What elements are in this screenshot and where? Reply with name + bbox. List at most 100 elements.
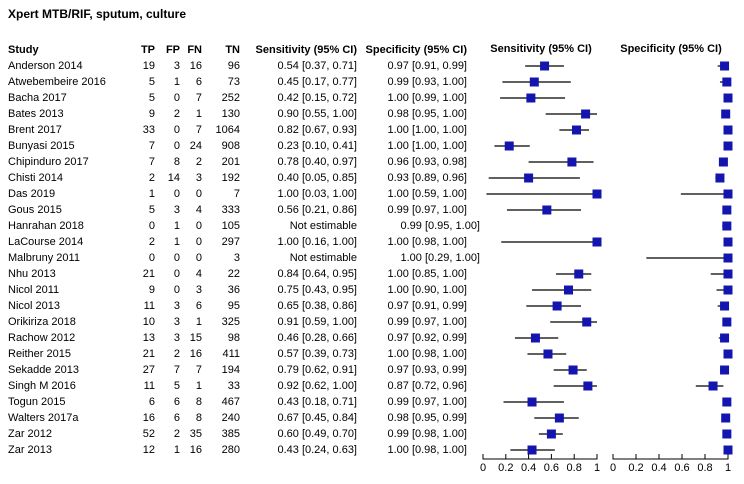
table-row: Nhu 2013 21 0 4 22 0.84 [0.64, 0.95] 1.0… [0,266,744,282]
tn-cell: 1064 [215,124,240,136]
specificity-ci-cell: 1.00 [0.29, 1.00] [400,252,480,264]
study-name-cell: Zar 2013 [8,444,53,456]
fn-cell: 7 [195,124,202,136]
tn-cell: 280 [221,444,240,456]
tp-cell: 52 [142,428,155,440]
fp-cell: 2 [173,428,180,440]
sensitivity-ci-cell: 0.54 [0.37, 0.71] [277,60,357,72]
x-axis-tick-label: 0.4 [651,462,666,474]
tn-cell: 33 [227,380,240,392]
specificity-ci-cell: 0.99 [0.98, 1.00] [387,428,467,440]
point-estimate-marker [581,109,591,119]
x-axis-tick-label: 1 [594,462,600,474]
table-row: Nicol 2013 11 3 6 95 0.65 [0.38, 0.86] 0… [0,298,744,314]
header-fp: FP [165,44,180,56]
fp-cell: 6 [173,396,180,408]
sensitivity-ci-cell: Not estimable [289,220,357,232]
fn-cell: 15 [189,332,202,344]
table-row: Bates 2013 9 2 1 130 0.90 [0.55, 1.00] 0… [0,106,744,122]
sensitivity-ci-cell: 0.57 [0.39, 0.73] [277,348,357,360]
fn-cell: 0 [195,236,202,248]
point-estimate-marker [723,125,733,135]
point-estimate-marker [554,413,564,423]
table-row: Atwebembeire 2016 5 1 6 73 0.45 [0.17, 0… [0,74,744,90]
x-axis-tick-label: 0.8 [567,462,582,474]
fp-cell: 0 [173,124,180,136]
sensitivity-ci-cell: 0.79 [0.62, 0.91] [277,364,357,376]
x-axis-tick-label: 0 [610,462,616,474]
tn-cell: 240 [221,412,240,424]
tp-cell: 6 [148,396,155,408]
fn-cell: 3 [195,284,202,296]
x-axis-tick-label: 0.6 [674,462,689,474]
fn-cell: 16 [189,444,202,456]
specificity-ci-cell: 0.97 [0.93, 0.99] [387,364,467,376]
fn-cell: 16 [189,60,202,72]
tp-cell: 27 [142,364,155,376]
sensitivity-ci-cell: 0.65 [0.38, 0.86] [277,300,357,312]
specificity-ci-cell: 0.99 [0.97, 1.00] [387,204,467,216]
specificity-ci-cell: 0.93 [0.89, 0.96] [387,172,467,184]
table-row: Nicol 2011 9 0 3 36 0.75 [0.43, 0.95] 1.… [0,282,744,298]
point-estimate-marker [721,109,731,119]
tn-cell: 467 [221,396,240,408]
point-estimate-marker [524,173,534,183]
table-row: Malbruny 2011 0 0 0 3 Not estimable 1.00… [0,250,744,266]
fn-cell: 1 [195,108,202,120]
x-axis-tick-label: 0.6 [544,462,559,474]
x-axis-tick-label: 0.8 [697,462,712,474]
fp-cell: 7 [173,364,180,376]
tp-cell: 11 [143,380,155,392]
tn-cell: 201 [221,156,240,168]
point-estimate-marker [540,61,550,71]
point-estimate-marker [722,77,732,87]
point-estimate-marker [723,349,733,359]
point-estimate-marker [529,77,539,87]
point-estimate-marker [530,333,540,343]
point-estimate-marker [722,429,732,439]
point-estimate-marker [720,301,730,311]
tp-cell: 12 [142,444,155,456]
table-row: Rachow 2012 13 3 15 98 0.46 [0.28, 0.66]… [0,330,744,346]
point-estimate-marker [583,381,593,391]
tp-cell: 9 [148,284,155,296]
sensitivity-ci-cell: 0.84 [0.64, 0.95] [277,268,357,280]
figure-title: Xpert MTB/RIF, sputum, culture [8,7,187,21]
sensitivity-ci-cell: 0.75 [0.43, 0.95] [277,284,357,296]
specificity-ci-cell: 0.97 [0.92, 0.99] [387,332,467,344]
header-specificity: Specificity (95% CI) [365,44,467,56]
tn-cell: 95 [227,300,240,312]
specificity-ci-cell: 0.97 [0.91, 0.99] [387,300,467,312]
tp-cell: 11 [143,300,155,312]
header-fn: FN [187,44,202,56]
tp-cell: 5 [148,92,155,104]
fn-cell: 2 [195,156,202,168]
fn-cell: 3 [195,172,202,184]
point-estimate-marker [526,93,536,103]
tn-cell: 297 [221,236,240,248]
point-estimate-marker [574,269,584,279]
sensitivity-ci-cell: 0.43 [0.18, 0.71] [277,396,357,408]
point-estimate-marker [720,333,730,343]
fp-cell: 1 [173,76,180,88]
x-axis-tick-label: 0.2 [498,462,513,474]
fn-cell: 24 [189,140,202,152]
fn-cell: 8 [195,412,202,424]
tn-cell: 385 [221,428,240,440]
tp-cell: 0 [148,252,155,264]
fn-cell: 7 [195,92,202,104]
point-estimate-marker [722,205,732,215]
table-header-row: Study TP FP FN TN Sensitivity (95% CI) S… [0,43,744,57]
point-estimate-marker [592,237,602,247]
point-estimate-marker [723,237,733,247]
study-name-cell: Rachow 2012 [8,332,76,344]
study-name-cell: Brent 2017 [8,124,62,136]
specificity-ci-cell: 0.98 [0.95, 1.00] [387,108,467,120]
point-estimate-marker [723,285,733,295]
specificity-ci-cell: 0.99 [0.93, 1.00] [387,76,467,88]
tp-cell: 21 [142,268,155,280]
fp-cell: 3 [173,332,180,344]
table-row: Zar 2013 12 1 16 280 0.43 [0.24, 0.63] 1… [0,442,744,458]
study-name-cell: Nicol 2013 [8,300,60,312]
fp-cell: 3 [173,60,180,72]
